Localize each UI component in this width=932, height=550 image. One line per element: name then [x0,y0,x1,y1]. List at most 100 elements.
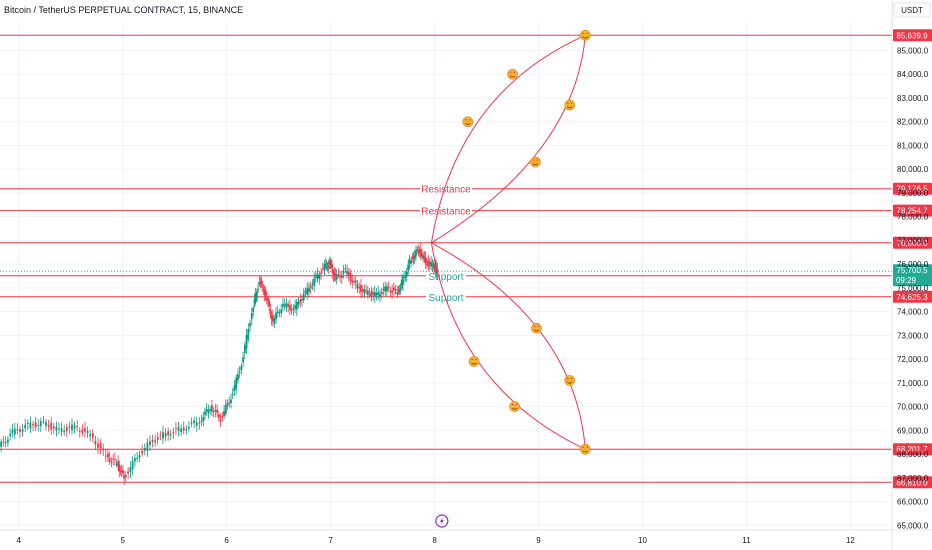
candle-body [2,441,5,443]
candle-body [104,455,107,457]
candle-body [212,410,215,412]
candle-body [58,428,60,430]
candle-body [346,270,348,274]
candle-body [419,249,422,257]
emoji-face [468,356,480,367]
candle-body [118,464,121,472]
level-badge [893,443,932,456]
candle-body [214,409,217,412]
emoji-mouth [471,362,477,365]
level-text-bg [426,290,466,303]
candle-body [0,441,3,447]
x-tick-label: 6 [224,536,229,545]
emoji-mouth [582,36,589,39]
y-tick-label: 74,000.0 [897,308,929,317]
candle-body [73,425,76,429]
candle-body [313,278,316,286]
y-tick-label: 76,000.0 [897,260,929,269]
candle-body [228,402,231,404]
candle-body [146,442,149,451]
candle-body [136,458,139,460]
candle-body [185,429,188,431]
candle-body [417,250,420,252]
candle-body [219,419,222,422]
y-tick-label: 68,000.0 [897,450,929,459]
candle-body [365,290,368,292]
candle-body [216,409,219,413]
price-series [0,242,439,485]
current-price-label: 75,700.5 [896,266,928,275]
candle-body [13,428,16,435]
candle-body [339,275,342,278]
candle-body [329,261,332,265]
candle-body [403,277,405,279]
candle-body [29,422,32,429]
candle-body [327,266,330,268]
currency-box [893,2,931,18]
candle-body [16,429,19,431]
candle-body [418,250,421,253]
candle-body [253,299,256,304]
candle-body [356,284,359,289]
level-badge-label: 79,176.5 [896,185,928,194]
candle-body [396,291,399,295]
emoji-mouth [582,450,589,453]
candle-body [47,425,50,427]
candle-body [259,282,262,285]
candle-body [177,426,180,431]
candle-body [108,458,111,462]
y-tick-label: 75,000.0 [897,284,929,293]
candle-body [262,290,265,292]
candle-body [230,399,232,403]
candle-body [249,323,251,327]
candle-body [169,434,172,436]
emoji-heart-eye [586,32,589,34]
candle-body [188,427,190,429]
candle-body [243,345,246,353]
emoji-heart-eye [515,403,518,406]
emoji-heart-eye [475,358,478,360]
candle-body [399,288,402,292]
candle-body [91,432,94,438]
event-marker-icon[interactable] [435,514,449,528]
candle-body [141,450,144,454]
emoji-heart-eye [532,159,535,161]
time-axis: 45678910111213 [0,514,932,545]
candle-body [299,299,302,303]
heart-eyes-emoji-icon [462,116,474,128]
candle-body [190,422,193,424]
candle-body [143,447,146,451]
heart-eyes-emoji-icon [507,68,518,80]
candle-body [269,309,272,315]
y-tick-label: 77,000.0 [897,236,929,245]
y-tick-label: 66,000.0 [897,498,929,507]
emoji-face [531,322,542,334]
candle-body [99,443,102,448]
emoji-face [509,401,520,412]
currency-label: USDT [901,6,923,15]
candle-body [283,304,286,306]
candle-body [26,422,29,424]
emoji-face [530,156,541,168]
candle-body [342,271,345,274]
level-text-bg [420,182,472,195]
candle-body [426,263,428,265]
emoji-heart-eye [511,403,514,406]
price-axis: USDT 65,000.0 66,000.0 67,000.0 68,000.0 69,0… [891,0,931,550]
candle-body [207,409,210,413]
candle-body [410,259,412,264]
candle-body [245,334,248,349]
y-tick-label: 73,000.0 [897,331,929,340]
candle-body [321,268,324,270]
candle-body [124,475,127,477]
heart-eyes-emoji-icon [564,375,576,386]
level-badge [893,476,932,489]
y-tick-label: 78,000.0 [897,213,929,222]
x-tick-label: 10 [638,536,647,545]
level-badge [893,29,932,42]
candle-body [347,272,350,276]
candle-body [397,289,400,291]
x-tick-label: 11 [742,536,751,545]
candle-body [380,291,383,295]
